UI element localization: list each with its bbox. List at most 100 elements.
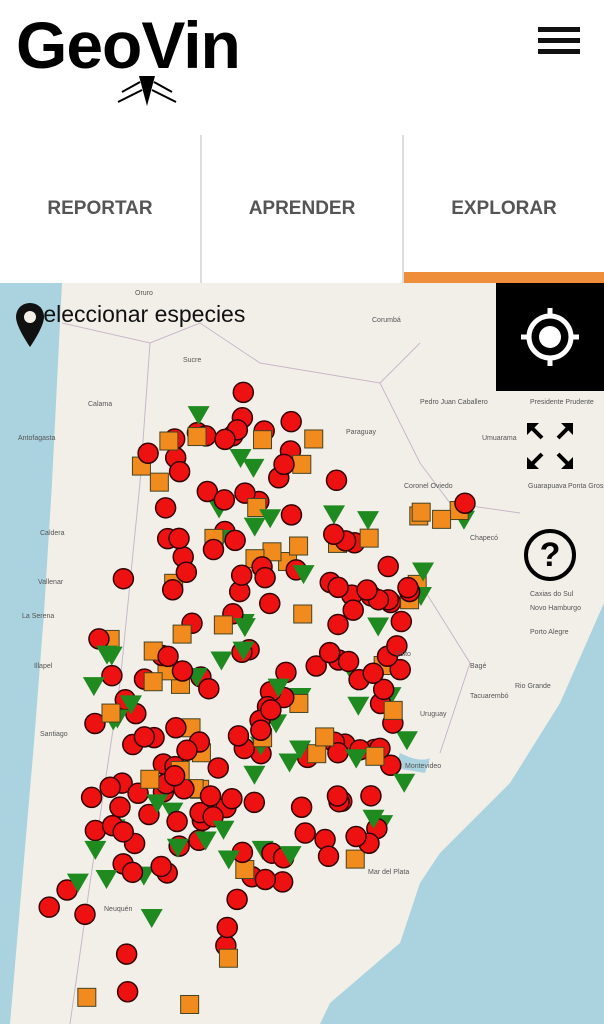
marker-green-triangle[interactable]	[84, 840, 107, 860]
marker-orange-square[interactable]	[149, 472, 169, 492]
marker-red-circle[interactable]	[254, 566, 276, 589]
marker-red-circle[interactable]	[377, 555, 399, 578]
marker-red-circle[interactable]	[166, 810, 188, 833]
marker-red-circle[interactable]	[74, 903, 96, 926]
marker-red-circle[interactable]	[198, 677, 220, 700]
marker-orange-square[interactable]	[143, 672, 163, 692]
marker-orange-square[interactable]	[187, 427, 207, 447]
marker-red-circle[interactable]	[230, 564, 253, 586]
marker-red-circle[interactable]	[116, 980, 139, 1003]
marker-red-circle[interactable]	[196, 480, 219, 503]
marker-green-triangle[interactable]	[279, 846, 302, 866]
marker-orange-square[interactable]	[235, 859, 255, 879]
marker-red-circle[interactable]	[214, 428, 236, 451]
tab-reportar[interactable]: REPORTAR	[47, 198, 153, 219]
marker-red-circle[interactable]	[342, 599, 364, 621]
marker-green-triangle[interactable]	[233, 618, 256, 638]
hamburger-menu-button[interactable]	[538, 27, 580, 57]
marker-orange-square[interactable]	[218, 948, 238, 968]
marker-red-circle[interactable]	[386, 635, 408, 657]
marker-red-circle[interactable]	[207, 757, 229, 779]
marker-green-triangle[interactable]	[194, 831, 217, 851]
map[interactable]: Oruro Sucre Corumbá Paraguay Antofagasta Cala…	[0, 283, 604, 1024]
marker-red-circle[interactable]	[327, 576, 349, 599]
marker-orange-square[interactable]	[292, 454, 312, 474]
marker-red-circle[interactable]	[99, 776, 121, 799]
marker-red-circle[interactable]	[171, 660, 194, 682]
marker-green-triangle[interactable]	[82, 677, 105, 697]
marker-red-circle[interactable]	[345, 825, 367, 848]
marker-red-circle[interactable]	[161, 579, 184, 601]
marker-red-circle[interactable]	[280, 504, 303, 526]
marker-green-triangle[interactable]	[146, 794, 169, 814]
marker-green-triangle[interactable]	[323, 505, 346, 525]
marker-red-circle[interactable]	[389, 658, 411, 681]
marker-red-circle[interactable]	[305, 655, 327, 677]
marker-orange-square[interactable]	[304, 429, 324, 449]
marker-red-circle[interactable]	[121, 861, 144, 884]
marker-red-circle[interactable]	[337, 650, 360, 673]
marker-red-circle[interactable]	[80, 786, 103, 809]
marker-red-circle[interactable]	[397, 576, 419, 599]
marker-orange-square[interactable]	[213, 615, 233, 635]
marker-green-triangle[interactable]	[166, 838, 189, 858]
marker-red-circle[interactable]	[254, 868, 277, 891]
marker-red-circle[interactable]	[221, 787, 243, 810]
marker-orange-square[interactable]	[253, 430, 273, 450]
marker-green-triangle[interactable]	[243, 765, 266, 785]
marker-red-circle[interactable]	[273, 453, 295, 476]
marker-green-triangle[interactable]	[289, 740, 312, 760]
marker-red-circle[interactable]	[323, 523, 345, 545]
marker-red-circle[interactable]	[168, 527, 190, 550]
marker-red-circle[interactable]	[112, 567, 135, 590]
marker-orange-square[interactable]	[365, 746, 385, 766]
marker-red-circle[interactable]	[318, 641, 341, 664]
marker-red-circle[interactable]	[168, 460, 191, 483]
locate-me-button[interactable]	[496, 283, 604, 391]
marker-red-circle[interactable]	[101, 664, 123, 687]
marker-orange-square[interactable]	[101, 703, 121, 723]
marker-red-circle[interactable]	[38, 896, 60, 918]
marker-orange-square[interactable]	[77, 987, 97, 1007]
marker-green-triangle[interactable]	[362, 809, 385, 829]
marker-orange-square[interactable]	[411, 502, 431, 522]
help-button[interactable]: ?	[524, 529, 576, 581]
marker-green-triangle[interactable]	[95, 869, 118, 889]
marker-red-circle[interactable]	[454, 492, 476, 514]
marker-red-circle[interactable]	[356, 579, 378, 601]
marker-orange-square[interactable]	[293, 604, 313, 624]
species-selector[interactable]: Seleccionar especies	[14, 301, 245, 347]
marker-red-circle[interactable]	[325, 469, 348, 492]
marker-green-triangle[interactable]	[367, 617, 390, 637]
marker-red-circle[interactable]	[154, 497, 177, 519]
marker-green-triangle[interactable]	[242, 458, 265, 478]
marker-green-triangle[interactable]	[140, 908, 163, 928]
marker-green-triangle[interactable]	[347, 696, 370, 716]
marker-red-circle[interactable]	[165, 717, 187, 739]
marker-green-triangle[interactable]	[345, 749, 368, 769]
marker-red-circle[interactable]	[199, 785, 222, 807]
marker-red-circle[interactable]	[109, 796, 131, 818]
marker-red-circle[interactable]	[362, 662, 384, 685]
marker-red-circle[interactable]	[138, 803, 160, 826]
marker-green-triangle[interactable]	[232, 641, 255, 661]
marker-orange-square[interactable]	[140, 769, 160, 789]
marker-green-triangle[interactable]	[187, 406, 210, 426]
marker-red-circle[interactable]	[224, 529, 246, 552]
marker-red-circle[interactable]	[157, 645, 179, 668]
tab-aprender[interactable]: APRENDER	[200, 135, 402, 283]
marker-green-triangle[interactable]	[229, 448, 252, 468]
marker-orange-square[interactable]	[345, 849, 365, 869]
marker-red-circle[interactable]	[133, 726, 156, 748]
marker-red-circle[interactable]	[84, 712, 106, 735]
marker-orange-square[interactable]	[315, 727, 335, 747]
marker-red-circle[interactable]	[115, 943, 138, 965]
marker-orange-square[interactable]	[289, 536, 309, 556]
marker-red-circle[interactable]	[137, 442, 159, 465]
marker-red-circle[interactable]	[259, 592, 281, 615]
marker-red-circle[interactable]	[163, 765, 186, 787]
geovin-logo[interactable]: GeoVin	[16, 6, 286, 110]
marker-green-triangle[interactable]	[412, 562, 435, 582]
marker-green-triangle[interactable]	[278, 753, 301, 773]
marker-red-circle[interactable]	[243, 791, 266, 814]
